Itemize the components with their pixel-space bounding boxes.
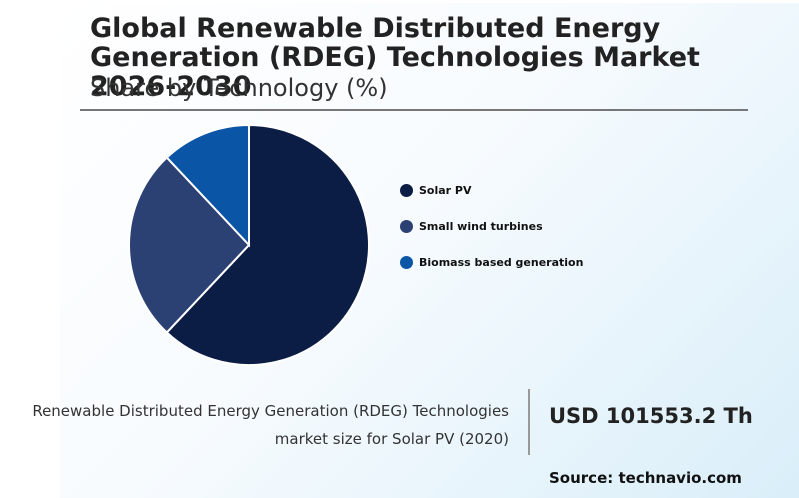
legend-label-solar-pv: Solar PV [419, 183, 472, 197]
market-size-caption: Renewable Distributed Energy Generation … [0, 397, 509, 453]
pie-slice-solar-pv [165, 123, 370, 366]
caption-line-1: Renewable Distributed Energy Generation … [32, 402, 509, 420]
chart-subtitle: Share by Technology (%) [90, 74, 388, 102]
pie-slice-small-wind-turbines [128, 156, 251, 334]
legend-label-biomass-based-generation: Biomass based generation [419, 255, 584, 269]
market-size-value: USD 101553.2 Th [549, 404, 753, 428]
title-rule [80, 109, 748, 111]
legend-item-small-wind-turbines: Small wind turbines [400, 208, 583, 244]
legend-label-small-wind-turbines: Small wind turbines [419, 219, 543, 233]
legend-swatch-solar-pv [400, 183, 413, 197]
legend: Solar PV Small wind turbines Biomass bas… [400, 172, 583, 280]
source-credit: Source: technavio.com [549, 469, 742, 487]
pie-slice-biomass-based-generation [165, 123, 250, 248]
pie-chart [128, 123, 370, 366]
legend-swatch-small-wind-turbines [400, 219, 413, 233]
kpi-divider [528, 389, 530, 455]
chart-title: Global Renewable Distributed Energy Gene… [90, 13, 700, 102]
legend-item-biomass-based-generation: Biomass based generation [400, 244, 583, 280]
caption-line-2: market size for Solar PV (2020) [274, 430, 509, 448]
legend-item-solar-pv: Solar PV [400, 172, 583, 208]
legend-swatch-biomass-based-generation [400, 255, 413, 269]
